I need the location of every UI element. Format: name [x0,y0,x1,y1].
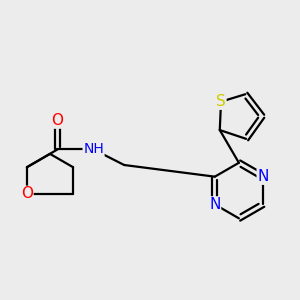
Text: S: S [216,94,226,109]
Text: O: O [21,186,33,201]
Text: N: N [257,169,268,184]
Text: N: N [209,197,220,212]
Text: O: O [52,113,64,128]
Text: NH: NH [83,142,104,156]
